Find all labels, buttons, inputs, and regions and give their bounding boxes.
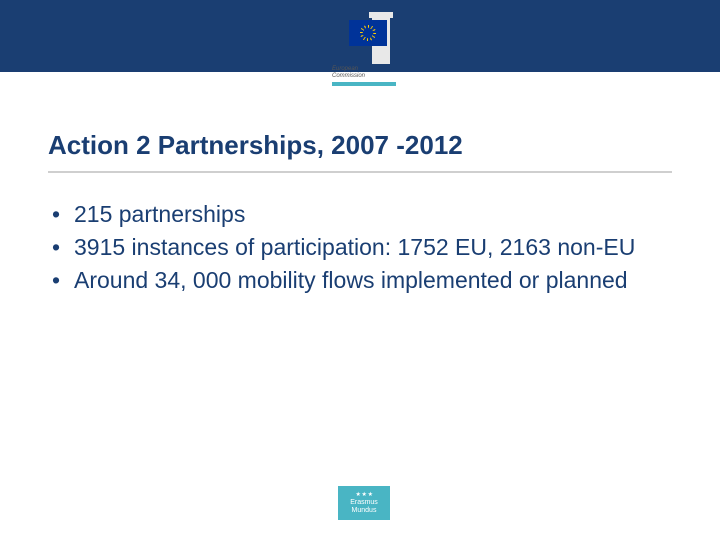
bullet-text: 215 partnerships <box>74 201 245 227</box>
bullet-list: 215 partnerships 3915 instances of parti… <box>48 199 672 296</box>
ec-logo-text-line1: European <box>332 66 358 72</box>
eu-flag-icon <box>349 20 387 46</box>
stars-icon: ★ ★ ★ <box>356 491 373 499</box>
slide-title: Action 2 Partnerships, 2007 -2012 <box>48 130 672 173</box>
list-item: 3915 instances of participation: 1752 EU… <box>48 232 672 263</box>
content-area: Action 2 Partnerships, 2007 -2012 215 pa… <box>48 130 672 298</box>
erasmus-mundus-logo: ★ ★ ★ Erasmus Mundus <box>338 486 390 520</box>
ec-logo-text-line2: Commission <box>332 73 365 79</box>
bullet-text: Around 34, 000 mobility flows implemente… <box>74 267 628 293</box>
list-item: 215 partnerships <box>48 199 672 230</box>
list-item: Around 34, 000 mobility flows implemente… <box>48 265 672 296</box>
ec-logo <box>332 20 404 48</box>
slide: European Commission Action 2 Partnership… <box>0 0 720 540</box>
bullet-text: 3915 instances of participation: 1752 EU… <box>74 234 635 260</box>
footer-logo-line1: Erasmus <box>350 499 378 507</box>
ec-logo-text: European Commission <box>332 66 394 80</box>
footer-logo-line2: Mundus <box>352 507 377 515</box>
ec-logo-underline <box>332 82 396 86</box>
